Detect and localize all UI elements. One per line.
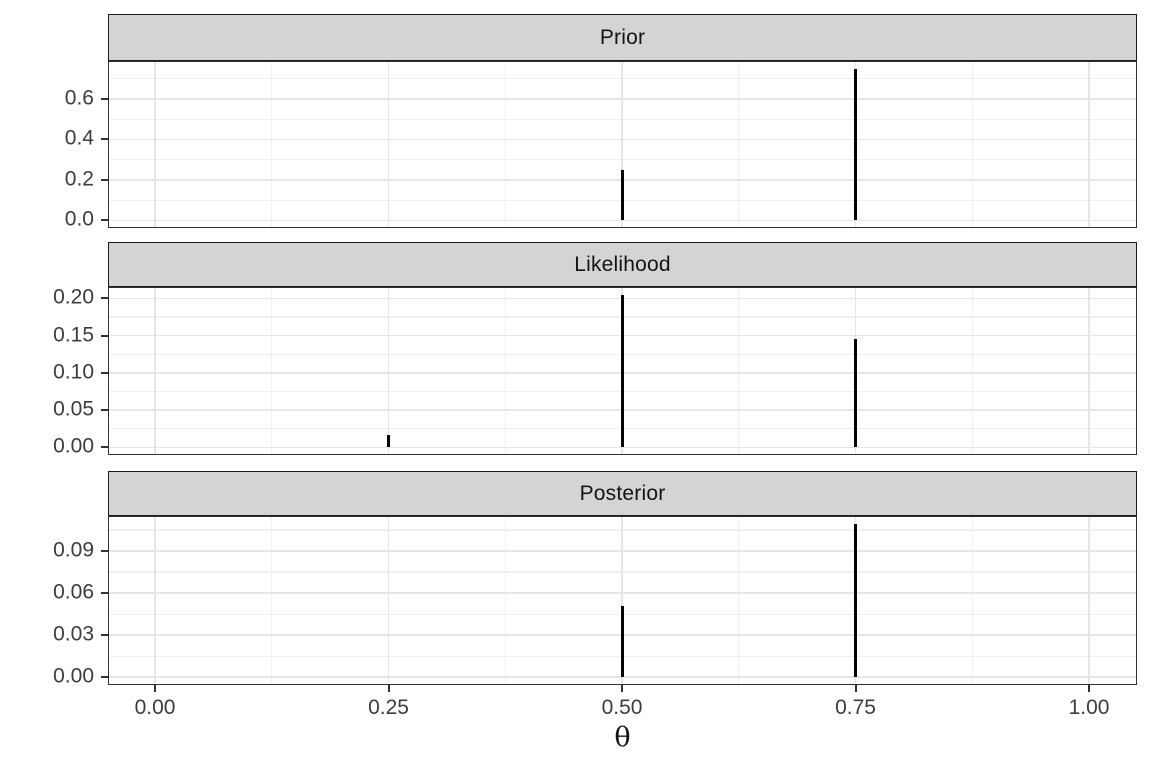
x-gridline-minor [504,287,506,455]
probability-spike [620,169,624,221]
x-tick-label: 0.75 [835,696,876,719]
y-axis-tick [101,97,108,100]
probability-spike [854,524,857,678]
y-tick-label: 0.6 [64,86,94,110]
y-gridline-major [108,592,1137,594]
x-axis-tick [854,685,857,692]
x-gridline-major [1088,287,1090,455]
x-tick-label: 1.00 [1068,696,1110,719]
y-axis-tick [101,371,108,374]
x-gridline-major [154,516,156,685]
y-gridline-major [108,550,1137,552]
y-tick-label: 0.09 [53,538,94,562]
facet-strip-posterior: Posterior [108,471,1137,516]
y-tick-label: 0.05 [53,397,94,421]
y-tick-label: 0.2 [64,167,94,191]
x-gridline-major [154,287,156,455]
y-tick-label: 0.20 [53,285,94,309]
y-gridline-major [108,98,1137,100]
x-tick-label: 0.25 [368,696,409,719]
x-tick-label: 0.00 [134,696,176,719]
x-gridline-minor [738,61,740,228]
x-gridline-minor [271,516,273,685]
y-axis-tick [101,592,108,595]
probability-spike [620,294,624,448]
x-gridline-minor [971,287,973,455]
y-axis-tick [101,550,108,553]
x-gridline-minor [271,287,273,455]
y-axis-tick [101,178,108,181]
y-axis-tick [101,634,108,637]
y-tick-label: 0.06 [53,580,94,604]
facet-strip-likelihood: Likelihood [108,242,1137,287]
strip-label-likelihood: Likelihood [574,252,671,276]
y-axis-tick [101,297,108,300]
x-gridline-minor [738,516,740,685]
x-gridline-minor [971,516,973,685]
x-axis-tick [387,685,390,692]
y-tick-label: 0.0 [64,207,94,231]
probability-spike [854,68,857,221]
x-axis-title: θ [614,722,631,753]
y-axis-tick [101,676,108,679]
x-axis-tick [1088,685,1090,692]
probability-spike [387,435,390,448]
y-tick-label: 0.10 [53,360,94,384]
probability-spike [620,605,624,678]
y-tick-label: 0.4 [64,126,94,150]
y-tick-label: 0.15 [53,323,94,347]
y-gridline-major [108,676,1137,679]
strip-label-posterior: Posterior [579,481,666,505]
probability-spike [854,338,857,448]
y-gridline-major [108,138,1137,141]
y-axis-tick [101,409,108,412]
x-gridline-minor [504,61,506,228]
y-gridline-major [108,219,1137,222]
x-gridline-major [621,516,623,685]
x-gridline-minor [738,287,740,455]
y-tick-label: 0.00 [53,434,94,458]
x-gridline-major [387,287,390,455]
y-gridline-major [108,446,1137,449]
x-gridline-major [387,516,390,685]
strip-label-prior: Prior [599,25,646,49]
x-tick-label: 0.50 [601,696,643,719]
facet-strip-prior: Prior [108,14,1137,61]
x-gridline-major [387,61,390,228]
y-axis-tick [101,138,108,141]
x-gridline-minor [971,61,973,228]
y-tick-label: 0.00 [53,664,94,688]
x-gridline-major [1088,516,1090,685]
x-axis-tick [621,685,623,692]
y-axis-tick [101,334,108,337]
x-gridline-major [621,61,623,228]
x-gridline-minor [504,516,506,685]
x-axis-tick [154,685,156,692]
x-gridline-minor [271,61,273,228]
y-axis-tick [101,446,108,449]
y-axis-tick [101,219,108,222]
x-gridline-major [1088,61,1090,228]
x-gridline-major [154,61,156,228]
y-tick-label: 0.03 [53,622,94,646]
